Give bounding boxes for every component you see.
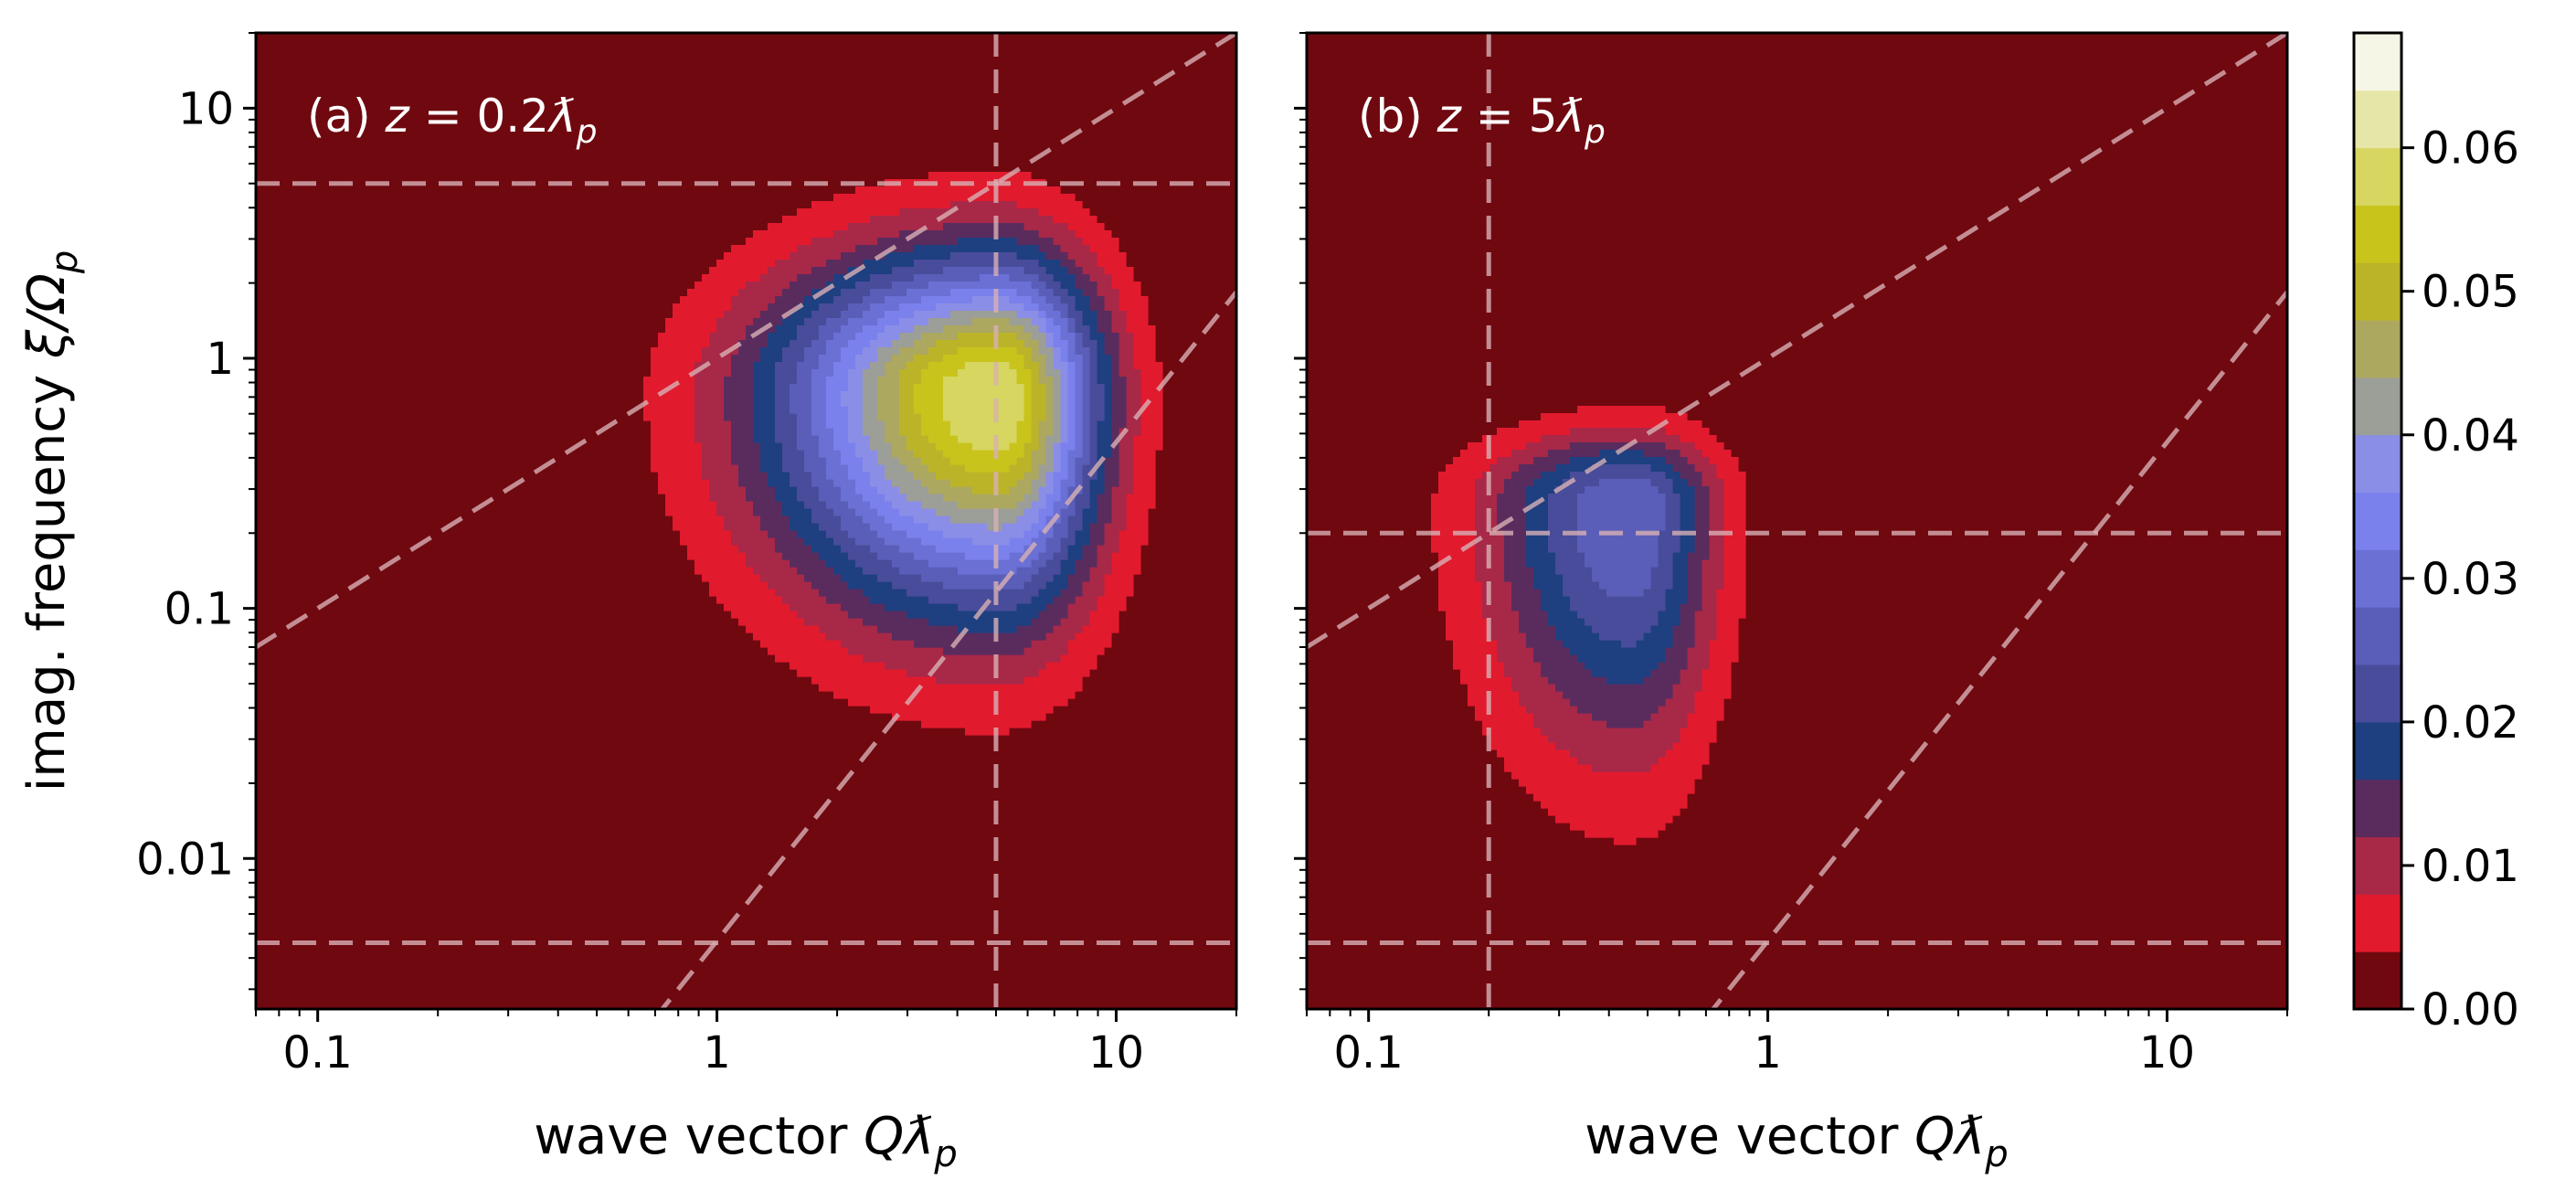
y-axis-label: imag. frequency ξ/Ωp (17, 250, 86, 792)
panel-b-xlabel-text: wave vector (1585, 1107, 1914, 1166)
panel-b-x-axis-label: wave vector Qƛp (1585, 1107, 2009, 1175)
colorbar-band-12 (2354, 262, 2401, 321)
colorbar-tick-label-3: 0.03 (2422, 554, 2519, 605)
colorbar: 0.00 0.01 0.02 0.03 0.04 0.05 0.06 (2352, 31, 2519, 1036)
panel-b-xtick-label-2: 10 (2139, 1027, 2195, 1078)
colorbar-band-9 (2354, 434, 2401, 494)
colorbar-band-10 (2354, 377, 2401, 436)
panel-a-title-var: z (385, 90, 411, 143)
panel-a-title-value: = 0.2 (409, 90, 549, 143)
panel-a-xlabel-lambda: ƛ (901, 1107, 934, 1166)
colorbar-band-1 (2354, 894, 2401, 952)
panel-b-xlabel-lambda: ƛ (1952, 1107, 1985, 1166)
panel-b-reference-lines (1307, 33, 2287, 1009)
colorbar-band-15 (2354, 90, 2401, 149)
colorbar-tick-label-6: 0.06 (2422, 123, 2519, 175)
panel-a-xlabel-subscript: p (933, 1133, 957, 1175)
colorbar-bands (2354, 33, 2401, 1010)
colorbar-tick-label-5: 0.05 (2422, 267, 2519, 318)
panel-a-title-lambda: ƛ (546, 90, 577, 143)
contour-level-10 (863, 311, 1061, 531)
panel-a-xlabel-q: Q (864, 1107, 904, 1166)
contour-level-6 (790, 267, 1090, 590)
contour-level-2 (1475, 428, 1724, 772)
contour-level-12 (899, 333, 1046, 494)
panel-a-xlabel-text: wave vector (534, 1107, 864, 1166)
ytick-label-2: 1 (206, 334, 234, 385)
panel-b-title: (b) z = 5ƛp (1358, 90, 1606, 151)
colorbar-band-2 (2354, 836, 2401, 895)
panel-a-diagonal-1 (659, 290, 1236, 1009)
colorbar-band-3 (2354, 779, 2401, 838)
panel-a-frame (254, 31, 1238, 1011)
panel-b-xtick-label-0: 0.1 (1334, 1027, 1404, 1078)
colorbar-band-16 (2354, 33, 2401, 91)
panel-a-xtick-label-2: 10 (1088, 1027, 1144, 1078)
contour-level-14 (943, 362, 1024, 451)
contour-level-1 (643, 172, 1163, 736)
panel-b-xlabel-q: Q (1914, 1107, 1955, 1166)
panel-a-diagonal-0 (256, 33, 1236, 650)
colorbar-tick-label-2: 0.02 (2422, 697, 2519, 749)
colorbar-ticks: 0.00 0.01 0.02 0.03 0.04 0.05 0.06 (2401, 123, 2519, 1036)
panel-a-title: (a) z = 0.2ƛp (307, 90, 597, 151)
panel-b-ticks: 0.1 1 10 (1294, 32, 2288, 1078)
panel-b-diagonal-0 (1307, 33, 2287, 650)
panel-b-title-subscript: p (1584, 113, 1606, 151)
contour-level-1 (1431, 406, 1746, 845)
panel-b-xlabel-subscript: p (1984, 1133, 2008, 1175)
panel-a-contours (643, 172, 1163, 736)
panel-b-frame (1305, 31, 2289, 1011)
colorbar-frame (2352, 31, 2403, 1011)
colorbar-band-8 (2354, 492, 2401, 550)
contour-level-9 (841, 296, 1068, 546)
colorbar-tick-label-1: 0.01 (2422, 841, 2519, 892)
ytick-label-0: 0.01 (136, 834, 234, 885)
ylabel-subscript: p (44, 250, 86, 274)
panel-a-ticks: 0.1 1 10 0.01 0.1 1 10 (136, 32, 1237, 1078)
panel-b-title-value: = 5 (1461, 90, 1558, 143)
ytick-label-1: 0.1 (164, 584, 234, 635)
panel-a-xtick-label-0: 0.1 (283, 1027, 353, 1078)
colorbar-band-5 (2354, 664, 2401, 723)
ytick-label-3: 10 (178, 83, 234, 134)
panel-a-title-prefix: (a) (307, 90, 386, 143)
colorbar-band-11 (2354, 320, 2401, 378)
panel-a-x-axis-label: wave vector Qƛp (534, 1107, 958, 1175)
ylabel-xi-omega: ξ/Ω (17, 273, 77, 359)
colorbar-band-0 (2354, 951, 2401, 1010)
panel-b-diagonal-1 (1710, 290, 2287, 1009)
contour-level-5 (1548, 464, 1680, 648)
colorbar-band-13 (2354, 205, 2401, 263)
panel-b: 0.1 1 10 (b) z = 5ƛp wave vector Qƛp (1294, 31, 2289, 1175)
colorbar-band-7 (2354, 549, 2401, 608)
contour-level-6 (1577, 479, 1666, 597)
panel-b-title-var: z (1436, 90, 1463, 143)
colorbar-band-14 (2354, 147, 2401, 206)
colorbar-band-4 (2354, 721, 2401, 781)
panel-b-title-prefix: (b) (1358, 90, 1437, 143)
colorbar-tick-label-4: 0.04 (2422, 410, 2519, 462)
panel-a-xtick-label-1: 1 (703, 1027, 731, 1078)
colorbar-tick-label-0: 0.00 (2422, 984, 2519, 1036)
panel-a-reference-lines (256, 33, 1236, 1009)
ylabel-text: imag. frequency (17, 358, 77, 792)
contour-level-3 (1497, 442, 1710, 728)
panel-b-xtick-label-1: 1 (1754, 1027, 1782, 1078)
panel-b-title-lambda: ƛ (1554, 90, 1585, 143)
colorbar-band-6 (2354, 607, 2401, 665)
panel-a-title-subscript: p (576, 113, 598, 151)
panel-b-contours (1431, 406, 1746, 845)
